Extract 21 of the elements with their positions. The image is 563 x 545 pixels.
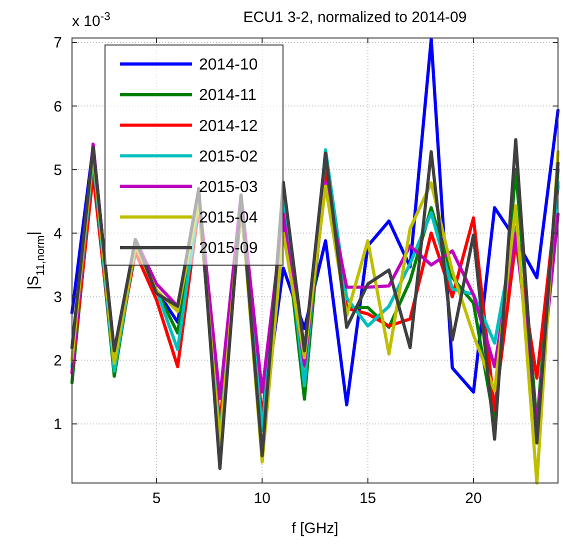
- chart-title: ECU1 3-2, normalized to 2014-09: [243, 9, 467, 26]
- x-tick-label: 15: [359, 490, 376, 507]
- y-tick-label: 7: [54, 34, 62, 52]
- legend-label: 2015-04: [199, 210, 258, 227]
- text: x 10$^{-3}$: [72, 11, 110, 30]
- legend-label: 2014-10: [199, 56, 258, 74]
- x-tick-label: 20: [465, 490, 482, 507]
- legend-label: 2014-12: [199, 118, 258, 135]
- legend-label: 2015-03: [199, 179, 258, 196]
- x-axis-title: f [GHz]: [292, 520, 338, 537]
- legend-label: 2015-02: [199, 148, 258, 166]
- legend-label: 2014-11: [199, 87, 257, 104]
- y-tick-label: 6: [54, 98, 62, 116]
- x-tick-label: 10: [254, 490, 271, 507]
- y-tick-label: 1: [54, 416, 62, 434]
- y-tick-label: 2: [54, 352, 62, 370]
- y-tick-label: 5: [54, 162, 62, 179]
- legend-label: 2015-09: [199, 240, 258, 258]
- y-tick-label: 4: [54, 225, 62, 242]
- y-tick-label: 3: [54, 288, 62, 306]
- x-tick-label: 5: [152, 490, 161, 507]
